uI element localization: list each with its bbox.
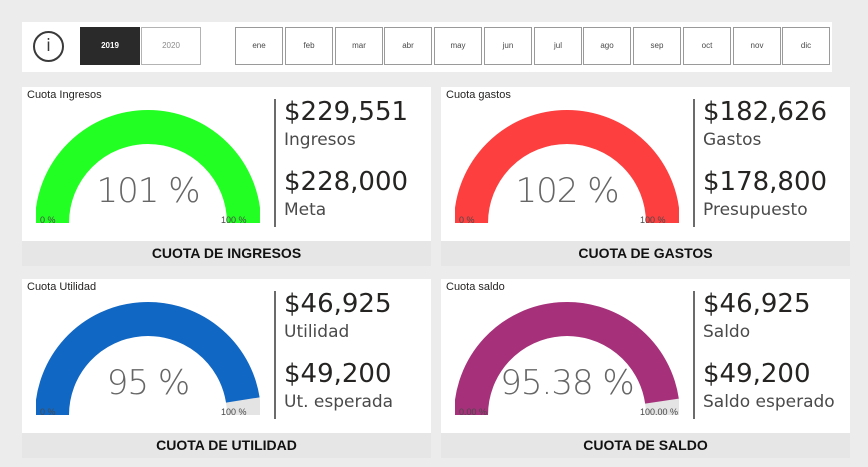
gauge-max-label: 100.00 %	[640, 407, 678, 417]
kpi-actual-value: $46,925	[703, 289, 811, 319]
kpi-target-value: $49,200	[703, 359, 835, 389]
card-footer: CUOTA DE UTILIDAD	[22, 433, 431, 458]
card-title: Cuota gastos	[446, 89, 511, 101]
kpi-actual-value: $182,626	[703, 97, 827, 127]
month-button-oct[interactable]: oct	[683, 27, 731, 65]
year-button-2019[interactable]: 2019	[80, 27, 140, 65]
kpi-target-label: Meta	[284, 200, 408, 220]
divider	[693, 291, 695, 419]
month-button-sep[interactable]: sep	[633, 27, 681, 65]
gauge-chart	[36, 293, 260, 423]
gauge-min-label: 0 %	[40, 215, 56, 225]
card-title: Cuota saldo	[446, 281, 505, 293]
gauge-min-label: 0.00 %	[459, 407, 487, 417]
kpi-target-value: $178,800	[703, 167, 827, 197]
gauge-chart	[36, 101, 260, 231]
card-cuota-gastos: Cuota gastos 102 % 0 % 100 % $182,626 Ga…	[441, 87, 850, 266]
card-cuota-utilidad: Cuota Utilidad 95 % 0 % 100 % $46,925 Ut…	[22, 279, 431, 458]
kpi-target-label: Ut. esperada	[284, 392, 393, 412]
card-title: Cuota Ingresos	[27, 89, 102, 101]
gauge-value: 101 %	[36, 171, 260, 211]
kpi-actual: $229,551 Ingresos	[284, 97, 408, 150]
card-footer: CUOTA DE GASTOS	[441, 241, 850, 266]
gauge-value: 102 %	[455, 171, 679, 211]
card-footer: CUOTA DE SALDO	[441, 433, 850, 458]
kpi-actual-label: Gastos	[703, 130, 827, 150]
kpi-target: $49,200 Saldo esperado	[703, 359, 835, 412]
kpi-target: $228,000 Meta	[284, 167, 408, 220]
month-button-abr[interactable]: abr	[384, 27, 432, 65]
gauge-value: 95.38 %	[455, 363, 679, 403]
kpi-target-label: Saldo esperado	[703, 392, 835, 412]
gauge-max-label: 100 %	[221, 215, 247, 225]
month-button-mar[interactable]: mar	[335, 27, 383, 65]
month-button-feb[interactable]: feb	[285, 27, 333, 65]
card-footer: CUOTA DE INGRESOS	[22, 241, 431, 266]
card-cuota-ingresos: Cuota Ingresos 101 % 0 % 100 % $229,551 …	[22, 87, 431, 266]
divider	[274, 99, 276, 227]
kpi-actual-label: Utilidad	[284, 322, 392, 342]
gauge-chart	[455, 101, 679, 231]
gauge-value: 95 %	[36, 363, 260, 403]
kpi-target-value: $49,200	[284, 359, 393, 389]
divider	[274, 291, 276, 419]
kpi-target: $49,200 Ut. esperada	[284, 359, 393, 412]
gauge-chart	[455, 293, 679, 423]
month-button-dic[interactable]: dic	[782, 27, 830, 65]
gauge-max-label: 100 %	[221, 407, 247, 417]
gauge-min-label: 0 %	[40, 407, 56, 417]
kpi-actual-label: Ingresos	[284, 130, 408, 150]
filter-bar: i 2019 2020 ene feb mar abr may jun jul …	[22, 22, 832, 72]
month-button-jul[interactable]: jul	[534, 27, 582, 65]
kpi-target-value: $228,000	[284, 167, 408, 197]
month-button-ago[interactable]: ago	[583, 27, 631, 65]
kpi-target: $178,800 Presupuesto	[703, 167, 827, 220]
kpi-actual: $46,925 Saldo	[703, 289, 811, 342]
month-button-ene[interactable]: ene	[235, 27, 283, 65]
month-button-may[interactable]: may	[434, 27, 482, 65]
kpi-actual: $182,626 Gastos	[703, 97, 827, 150]
month-button-jun[interactable]: jun	[484, 27, 532, 65]
card-cuota-saldo: Cuota saldo 95.38 % 0.00 % 100.00 % $46,…	[441, 279, 850, 458]
month-button-nov[interactable]: nov	[733, 27, 781, 65]
kpi-target-label: Presupuesto	[703, 200, 827, 220]
kpi-actual: $46,925 Utilidad	[284, 289, 392, 342]
info-icon[interactable]: i	[33, 31, 64, 62]
gauge-min-label: 0 %	[459, 215, 475, 225]
card-title: Cuota Utilidad	[27, 281, 96, 293]
kpi-actual-label: Saldo	[703, 322, 811, 342]
kpi-actual-value: $229,551	[284, 97, 408, 127]
divider	[693, 99, 695, 227]
kpi-actual-value: $46,925	[284, 289, 392, 319]
gauge-max-label: 100 %	[640, 215, 666, 225]
year-button-2020[interactable]: 2020	[141, 27, 201, 65]
